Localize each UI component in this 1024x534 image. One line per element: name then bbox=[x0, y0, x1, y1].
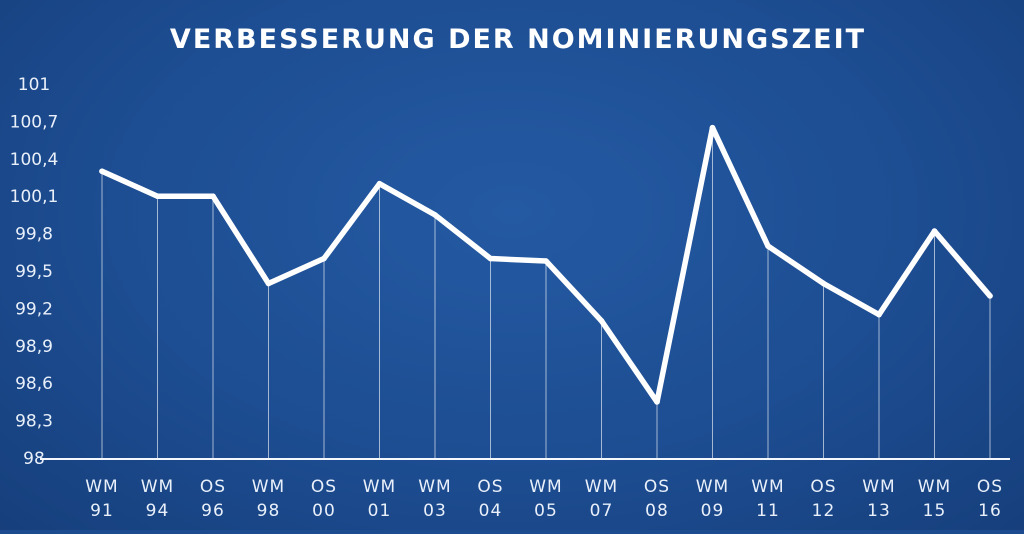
x-tick-label: OS 96 bbox=[200, 477, 226, 521]
x-tick-label: WM 11 bbox=[751, 477, 784, 521]
x-tick-label: WM 98 bbox=[252, 477, 285, 521]
y-tick-label: 98 bbox=[23, 449, 45, 469]
x-tick-label: OS 00 bbox=[311, 477, 337, 521]
x-tick-label: WM 13 bbox=[862, 477, 895, 521]
x-tick-label: OS 08 bbox=[644, 477, 670, 521]
y-tick-label: 99,8 bbox=[15, 225, 53, 245]
y-tick-label: 100,4 bbox=[10, 150, 59, 170]
series-line bbox=[99, 124, 993, 405]
x-tick-label: WM 09 bbox=[696, 477, 729, 521]
x-tick-label: WM 91 bbox=[85, 477, 118, 521]
y-tick-label: 100,1 bbox=[10, 187, 59, 207]
y-tick-label: 98,6 bbox=[15, 374, 53, 394]
x-tick-label: WM 05 bbox=[529, 477, 562, 521]
y-tick-label: 101 bbox=[18, 75, 50, 95]
x-tick-label: WM 01 bbox=[363, 477, 396, 521]
x-tick-label: WM 03 bbox=[418, 477, 451, 521]
y-tick-label: 98,3 bbox=[15, 412, 53, 432]
y-tick-label: 100,7 bbox=[10, 112, 59, 132]
x-tick-label: WM 15 bbox=[918, 477, 951, 521]
x-tick-label: OS 16 bbox=[977, 477, 1003, 521]
drop-lines bbox=[99, 124, 993, 458]
x-tick-label: WM 07 bbox=[585, 477, 618, 521]
y-tick-label: 99,5 bbox=[15, 262, 53, 282]
y-tick-label: 98,9 bbox=[15, 337, 53, 357]
x-axis: WM 91 WM 94 OS 96 WM 98 OS 00 WM 01 WM 03 OS 04 WM 05 WM 07… bbox=[85, 477, 1003, 521]
y-tick-label: 99,2 bbox=[15, 299, 53, 319]
x-tick-label: OS 12 bbox=[810, 477, 836, 521]
x-tick-label: WM 94 bbox=[141, 477, 174, 521]
chart-title: VERBESSERUNG DER NOMINIERUNGSZEIT bbox=[170, 24, 866, 55]
x-tick-label: OS 04 bbox=[477, 477, 503, 521]
y-axis: 101 100,7 100,4 100,1 99,8 99,5 99,2 98,9 98,6 98… bbox=[10, 75, 59, 469]
